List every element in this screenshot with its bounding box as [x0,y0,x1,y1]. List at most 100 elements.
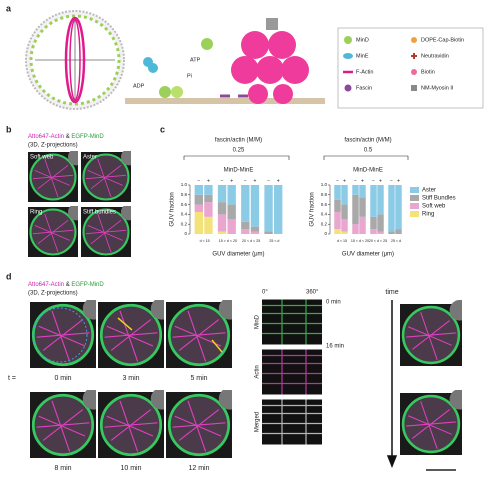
x-axis-label: GUV diameter (μm) [212,252,264,258]
legend-label: MinD [356,37,369,43]
x-axis-label: GUV diameter (μm) [342,252,394,258]
roi [32,307,88,363]
bar-segment [264,231,273,234]
reaction-label: ATP [190,57,201,63]
legend-swatch [410,195,419,201]
bar-segment [274,185,283,234]
bar-segment [204,216,213,234]
panel-label: a [6,3,12,13]
bar-segment [227,219,236,234]
title-actin: Atto647-Actin [28,282,64,288]
bar-segment [194,211,203,234]
title-mind: EGFP-MinD [71,282,104,288]
legend-label: Fascin [356,85,372,91]
group-label: MinD-MinE [353,168,383,174]
y-tick-label: 0.6 [181,202,188,207]
bar-segment [217,202,227,215]
time-label: 10 min [120,465,141,472]
bar-segment [341,204,348,220]
legend-label: NM-Myosin II [421,85,454,91]
bar-segment [250,185,260,227]
micrograph [400,300,462,368]
chart-title: fascin/actin (M/M) [344,138,391,144]
kymo-row-label: Actin [255,365,261,378]
bar-segment [359,185,366,198]
bar-segment [377,185,384,215]
legend-label: Soft web [422,204,446,210]
bar-segment [370,216,377,230]
bar-segment [352,185,359,195]
bar-segment [227,185,236,205]
bar-label: − [197,178,200,184]
bar-segment [217,231,227,234]
bar-segment [377,214,384,232]
kymo-time: 0 min [326,300,341,306]
x-tick-label: 20 < d < 25 [369,239,387,243]
bar-segment [388,185,395,232]
time-label: 8 min [54,465,71,472]
bar-segment [395,229,402,234]
image-label: Stiff bundles [83,210,116,216]
kymo-angle: 360° [306,290,319,296]
bar-segment [352,194,359,225]
bar-segment [359,216,366,234]
y-tick-label: 0.2 [181,221,188,226]
bar-label: − [221,178,224,184]
image-label: Aster [83,155,97,161]
x-tick-label: 15 < d < 20 [351,239,369,243]
micrograph [400,390,462,457]
time-prefix: t = [8,375,16,382]
bar-segment [334,185,341,200]
x-tick-label: d < 15 [200,239,210,243]
y-tick-label: 0.8 [321,192,328,197]
panel-subtitle: (3D, Z-projections) [28,143,78,149]
kymograph [262,348,322,396]
bar-label: − [244,178,247,184]
bar-label: − [354,178,357,184]
bar-segment [395,185,402,230]
panel-title: Atto647-Actin & EGFP-MinD [28,282,104,288]
bar-segment [359,197,366,217]
x-tick-label: 25 < d [269,239,279,243]
legend-label: F-Actin [356,69,373,75]
bar-label: + [230,178,233,184]
x-tick-label: 15 < d < 20 [219,239,237,243]
panel-label: d [6,271,12,281]
x-tick-label: d < 15 [337,239,347,243]
y-tick-label: 0.4 [321,212,328,217]
bar-segment [377,231,384,234]
bar-segment [204,202,213,217]
time-label: 5 min [190,375,207,382]
kymograph [262,298,322,346]
reaction-label: Pi [187,73,192,79]
bar-segment [341,219,348,232]
bar-segment [194,194,203,205]
bar-label: + [379,178,382,184]
bar-segment [352,224,359,234]
bar-label: + [343,178,346,184]
panel-title: Atto647-Actin & EGFP-MinD [28,134,104,140]
legend-label: Biotin [421,69,435,75]
y-tick-label: 1.0 [321,182,328,187]
y-tick-label: 0 [184,231,187,236]
bar-segment [241,221,250,230]
time-label: 0 min [54,375,71,382]
bar-segment [341,231,348,234]
bar-segment [250,231,260,234]
bar-segment [341,185,348,205]
bracket [323,155,409,160]
legend-label: MinE [356,53,369,59]
legend-swatch [410,203,419,209]
bar-segment [217,185,227,203]
kymograph [262,398,322,446]
micrograph [166,300,232,370]
micrograph [98,300,164,370]
reaction-label: ADP [133,83,145,89]
y-tick-label: 0.4 [181,212,188,217]
bar-segment [370,185,377,217]
micrograph [30,300,96,370]
bracket [183,155,290,160]
bar-segment [204,185,213,195]
image-label: Ring [30,210,42,216]
